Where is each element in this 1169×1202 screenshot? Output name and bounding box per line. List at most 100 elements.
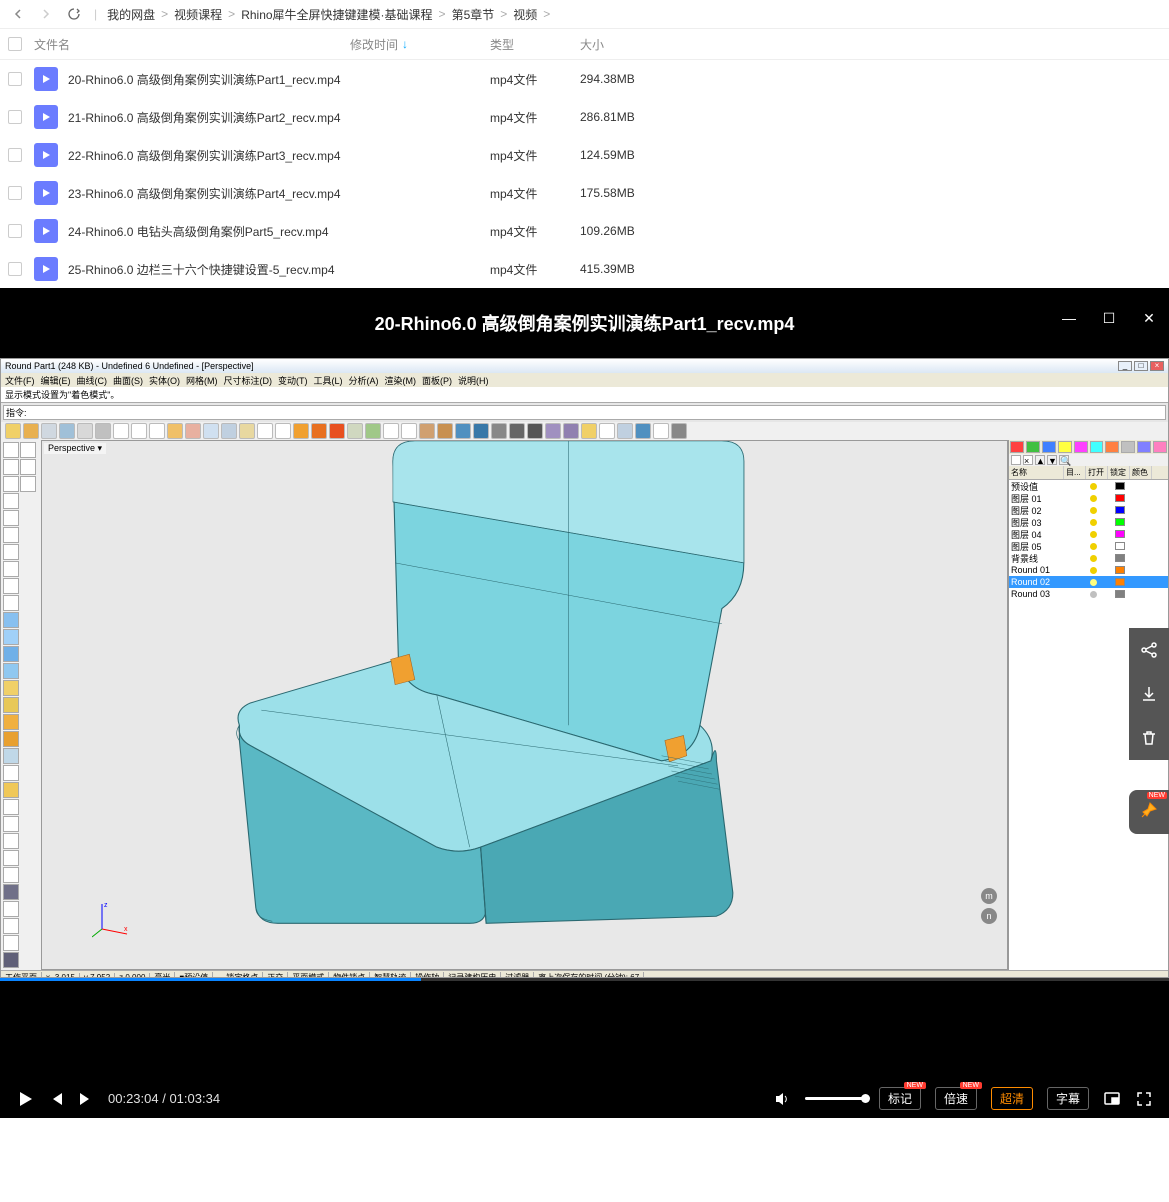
toolbar-button[interactable]: [3, 442, 19, 458]
speed-button[interactable]: 倍速NEW: [935, 1087, 977, 1110]
toolbar-button[interactable]: [509, 423, 525, 439]
layer-row[interactable]: Round 01: [1009, 564, 1168, 576]
volume-slider[interactable]: [805, 1097, 865, 1100]
rhino-menu-item[interactable]: 分析(A): [349, 374, 379, 387]
toolbar-button[interactable]: [3, 527, 19, 543]
toolbar-button[interactable]: [3, 646, 19, 662]
row-checkbox[interactable]: [8, 110, 22, 124]
row-checkbox[interactable]: [8, 72, 22, 86]
toolbar-button[interactable]: [3, 867, 19, 883]
toolbar-button[interactable]: [581, 423, 597, 439]
panel-tab[interactable]: [1137, 441, 1151, 453]
toolbar-button[interactable]: [3, 561, 19, 577]
rhino-command-line[interactable]: 指令:: [3, 405, 1166, 420]
toolbar-button[interactable]: [77, 423, 93, 439]
pip-button[interactable]: [1103, 1090, 1121, 1108]
refresh-button[interactable]: [64, 4, 84, 24]
rhino-menu-item[interactable]: 实体(O): [149, 374, 180, 387]
download-button[interactable]: [1129, 672, 1169, 716]
toolbar-button[interactable]: [3, 952, 19, 968]
toolbar-button[interactable]: [545, 423, 561, 439]
viewport-marker-n[interactable]: n: [981, 908, 997, 924]
rhino-menu-item[interactable]: 说明(H): [458, 374, 489, 387]
toolbar-button[interactable]: [20, 476, 36, 492]
toolbar-button[interactable]: [185, 423, 201, 439]
layer-row[interactable]: 背景线: [1009, 552, 1168, 564]
maximize-button[interactable]: ☐: [1099, 308, 1119, 328]
column-type[interactable]: 类型: [490, 36, 580, 53]
toolbar-button[interactable]: [3, 544, 19, 560]
file-row[interactable]: 24-Rhino6.0 电钻头高级倒角案例Part5_recv.mp4 mp4文…: [0, 212, 1169, 250]
progress-bar[interactable]: [0, 978, 1169, 981]
toolbar-button[interactable]: [95, 423, 111, 439]
breadcrumb-item[interactable]: 视频: [513, 6, 537, 23]
toolbar-button[interactable]: [113, 423, 129, 439]
toolbar-button[interactable]: [3, 595, 19, 611]
toolbar-button[interactable]: [311, 423, 327, 439]
quality-button[interactable]: 超清: [991, 1087, 1033, 1110]
breadcrumb-item[interactable]: 我的网盘: [107, 6, 155, 23]
toolbar-button[interactable]: [3, 918, 19, 934]
toolbar-button[interactable]: [491, 423, 507, 439]
toolbar-button[interactable]: [419, 423, 435, 439]
panel-tab[interactable]: [1010, 441, 1024, 453]
forward-button[interactable]: [36, 4, 56, 24]
rhino-menu-item[interactable]: 尺寸标注(D): [224, 374, 273, 387]
pin-button[interactable]: NEW: [1129, 790, 1169, 834]
play-button[interactable]: [16, 1090, 34, 1108]
toolbar-button[interactable]: [203, 423, 219, 439]
rhino-menu-item[interactable]: 渲染(M): [385, 374, 417, 387]
prev-button[interactable]: [48, 1091, 64, 1107]
layer-row[interactable]: 图层 02: [1009, 504, 1168, 516]
volume-button[interactable]: [773, 1090, 791, 1108]
layer-row[interactable]: 图层 03: [1009, 516, 1168, 528]
toolbar-button[interactable]: [3, 612, 19, 628]
column-name[interactable]: 文件名: [30, 36, 350, 53]
select-all-checkbox[interactable]: [8, 37, 22, 51]
toolbar-button[interactable]: [3, 748, 19, 764]
rhino-menu-item[interactable]: 曲面(S): [113, 374, 143, 387]
rhino-menu-item[interactable]: 工具(L): [314, 374, 343, 387]
panel-tab[interactable]: [1105, 441, 1119, 453]
toolbar-button[interactable]: [293, 423, 309, 439]
row-checkbox[interactable]: [8, 224, 22, 238]
rhino-menu-item[interactable]: 文件(F): [5, 374, 35, 387]
rhino-menu-item[interactable]: 编辑(E): [41, 374, 71, 387]
toolbar-button[interactable]: [473, 423, 489, 439]
layer-row[interactable]: 图层 04: [1009, 528, 1168, 540]
toolbar-button[interactable]: [275, 423, 291, 439]
toolbar-button[interactable]: [59, 423, 75, 439]
column-time[interactable]: 修改时间↓: [350, 36, 490, 53]
panel-tab[interactable]: [1121, 441, 1135, 453]
toolbar-button[interactable]: [20, 459, 36, 475]
file-row[interactable]: 22-Rhino6.0 高级倒角案例实训演练Part3_recv.mp4 mp4…: [0, 136, 1169, 174]
file-row[interactable]: 20-Rhino6.0 高级倒角案例实训演练Part1_recv.mp4 mp4…: [0, 60, 1169, 98]
toolbar-button[interactable]: [20, 442, 36, 458]
toolbar-button[interactable]: [527, 423, 543, 439]
toolbar-button[interactable]: [653, 423, 669, 439]
toolbar-button[interactable]: [3, 816, 19, 832]
layer-row[interactable]: 图层 01: [1009, 492, 1168, 504]
toolbar-button[interactable]: [3, 884, 19, 900]
panel-tab[interactable]: [1153, 441, 1167, 453]
toolbar-button[interactable]: [3, 935, 19, 951]
toolbar-button[interactable]: [41, 423, 57, 439]
file-row[interactable]: 21-Rhino6.0 高级倒角案例实训演练Part2_recv.mp4 mp4…: [0, 98, 1169, 136]
toolbar-button[interactable]: [3, 799, 19, 815]
toolbar-button[interactable]: [3, 663, 19, 679]
subtitle-button[interactable]: 字幕: [1047, 1087, 1089, 1110]
toolbar-button[interactable]: [149, 423, 165, 439]
toolbar-button[interactable]: [3, 697, 19, 713]
mark-button[interactable]: 标记NEW: [879, 1087, 921, 1110]
toolbar-button[interactable]: [347, 423, 363, 439]
toolbar-button[interactable]: [257, 423, 273, 439]
toolbar-button[interactable]: [635, 423, 651, 439]
toolbar-button[interactable]: [3, 680, 19, 696]
layer-row[interactable]: Round 03: [1009, 588, 1168, 600]
toolbar-button[interactable]: [3, 901, 19, 917]
breadcrumb-item[interactable]: Rhino犀牛全屏快捷键建模·基础课程: [241, 6, 432, 23]
toolbar-button[interactable]: [23, 423, 39, 439]
panel-tab[interactable]: [1026, 441, 1040, 453]
toolbar-button[interactable]: [329, 423, 345, 439]
toolbar-button[interactable]: [3, 782, 19, 798]
